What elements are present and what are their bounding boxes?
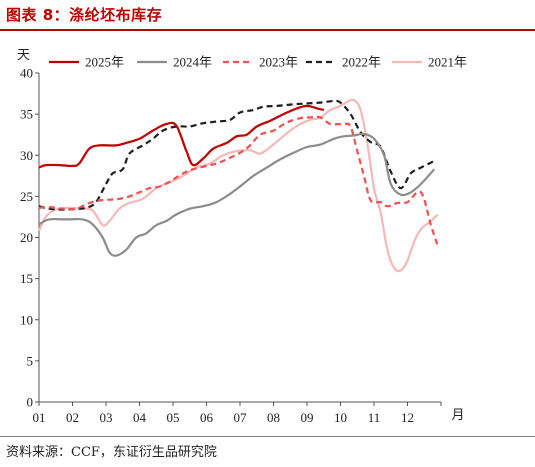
x-tick-label: 09 [301,410,314,425]
x-tick-label: 02 [66,410,79,425]
series-line-2024 [38,132,436,257]
chart-series [37,98,439,273]
x-tick-label: 03 [100,410,113,425]
legend-label-2024: 2024年 [173,55,212,70]
x-tick-label: 10 [334,410,347,425]
footer-divider [0,436,535,437]
y-tick-label: 40 [20,66,33,81]
x-tick-label: 05 [167,410,180,425]
x-axis-unit: 月 [451,407,464,422]
x-tick-label: 12 [401,410,414,425]
legend-label-2023: 2023年 [259,55,298,70]
x-tick-label: 11 [368,410,381,425]
x-tick-label: 01 [33,410,46,425]
y-axis-unit: 天 [17,47,30,62]
title-divider [0,29,535,31]
y-tick-label: 0 [27,395,34,410]
legend-label-2022: 2022年 [342,55,381,70]
x-tick-label: 06 [200,410,214,425]
x-tick-label: 08 [267,410,280,425]
chart-title: 图表 8：涤纶坯布库存 [6,6,163,24]
series-line-2025 [38,104,325,169]
chart-legend: 2025年 2024年 2023年 2022年 2021年 [49,55,467,70]
y-tick-label: 15 [20,271,33,286]
series-line-2023 [38,115,439,247]
y-tick-label: 35 [20,107,33,122]
source-note: 资料来源：CCF，东证衍生品研究院 [6,445,217,460]
legend-label-2021: 2021年 [428,55,467,70]
legend-label-2025: 2025年 [85,55,124,70]
y-tick-label: 10 [20,312,33,327]
y-tick-label: 25 [20,189,33,204]
series-line-2022 [38,99,435,211]
x-tick-label: 07 [234,410,248,425]
y-tick-label: 30 [20,148,33,163]
y-tick-label: 20 [20,230,33,245]
y-tick-label: 5 [27,353,34,368]
x-tick-label: 04 [133,410,147,425]
series-line-2021 [37,98,439,273]
